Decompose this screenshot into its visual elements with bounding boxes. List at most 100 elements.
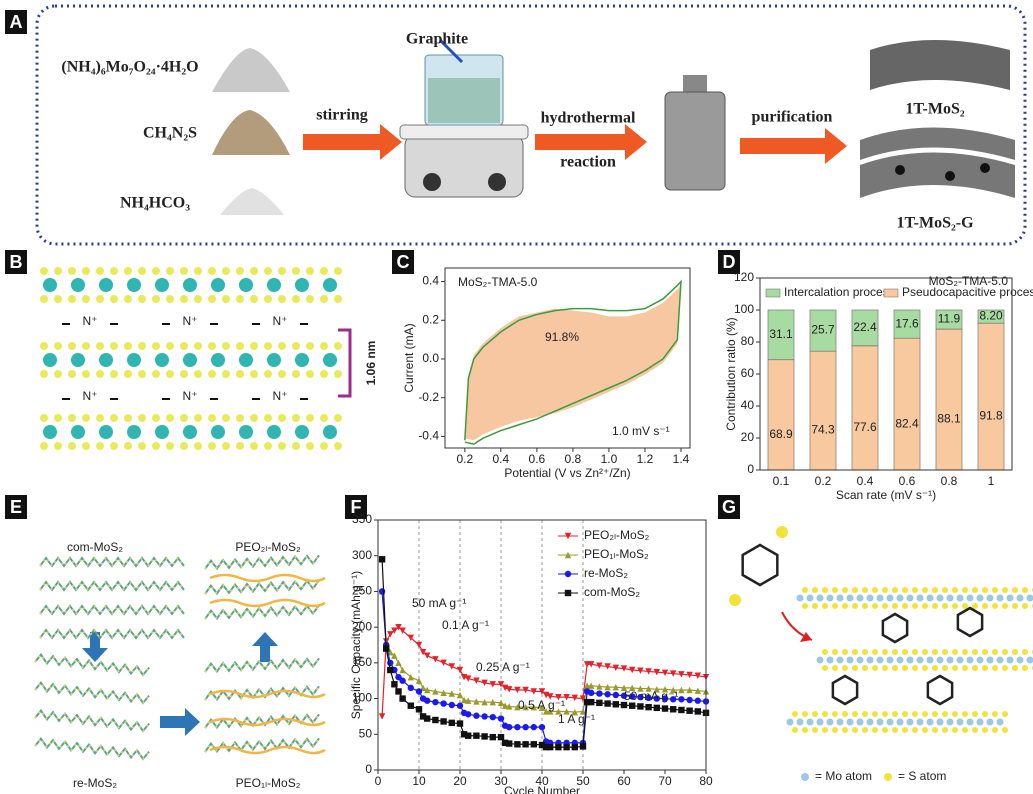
sulfur-atom bbox=[180, 370, 188, 378]
mo-atom bbox=[897, 595, 904, 602]
marker bbox=[580, 743, 586, 749]
sulfur-atom bbox=[334, 370, 342, 378]
sulfur-atom bbox=[236, 442, 244, 450]
legend-swatch bbox=[884, 289, 898, 297]
step-label: reaction bbox=[560, 154, 616, 171]
marker bbox=[424, 698, 430, 704]
knob bbox=[423, 173, 441, 191]
sulfur-atom bbox=[110, 295, 118, 303]
s-atom bbox=[842, 649, 848, 655]
sulfur-atom bbox=[40, 442, 48, 450]
s-atom bbox=[882, 711, 888, 717]
sulfur-atom bbox=[166, 414, 174, 422]
bar-segment bbox=[810, 351, 836, 470]
x-tick-label: 0.4 bbox=[857, 474, 874, 488]
atom-legend: = S atom bbox=[898, 769, 946, 783]
bar-segment bbox=[894, 338, 920, 470]
mo-atom bbox=[787, 719, 794, 726]
sample-label: com-MoS₂ bbox=[67, 540, 123, 554]
sulfur-atom bbox=[278, 370, 286, 378]
marker bbox=[629, 703, 635, 709]
s-atom bbox=[882, 727, 888, 733]
mo-atom bbox=[867, 595, 874, 602]
x-tick-label: 1.4 bbox=[673, 452, 690, 466]
s-atom bbox=[1002, 727, 1008, 733]
sulfur-atom bbox=[166, 342, 174, 350]
s-atom bbox=[892, 711, 898, 717]
sulfur-atom bbox=[54, 370, 62, 378]
sulfur-atom bbox=[40, 342, 48, 350]
mo-atom bbox=[937, 657, 944, 664]
graphite-dot bbox=[895, 165, 905, 175]
marker bbox=[379, 713, 385, 719]
s-atom bbox=[952, 727, 958, 733]
marker bbox=[498, 715, 504, 721]
mo-atom bbox=[977, 657, 984, 664]
sulfur-atom bbox=[152, 414, 160, 422]
sulfur-atom bbox=[40, 370, 48, 378]
y-tick-label: 100 bbox=[734, 302, 754, 316]
benzene-ring bbox=[928, 676, 952, 704]
marker bbox=[506, 740, 512, 746]
mo-atom bbox=[155, 278, 169, 292]
s-atom bbox=[1012, 649, 1018, 655]
mo-atom bbox=[155, 353, 169, 367]
mo-atom bbox=[887, 719, 894, 726]
x-tick-label: 0.8 bbox=[565, 452, 582, 466]
reagent: NH₄HCO₃ bbox=[120, 195, 190, 212]
solution bbox=[428, 78, 500, 123]
marker bbox=[613, 701, 619, 707]
panel-label: D bbox=[723, 252, 736, 272]
sulfur-atom bbox=[82, 342, 90, 350]
y-tick-label: 0.2 bbox=[422, 312, 439, 326]
marker bbox=[596, 690, 602, 696]
sulfur-atom bbox=[292, 295, 300, 303]
s-atom bbox=[932, 587, 938, 593]
s-atom bbox=[862, 649, 868, 655]
mo-atom bbox=[897, 657, 904, 664]
legend-label: com-MoS₂ bbox=[584, 585, 640, 599]
annotation: 1.0 mV s⁻¹ bbox=[612, 424, 670, 438]
sulfur-atom bbox=[334, 342, 342, 350]
mo-atom bbox=[239, 353, 253, 367]
s-atom bbox=[912, 665, 918, 671]
sulfur-atom bbox=[334, 442, 342, 450]
mo-atom bbox=[897, 719, 904, 726]
mo-atom bbox=[907, 657, 914, 664]
sulfur-atom bbox=[222, 414, 230, 422]
mos2-chain bbox=[35, 711, 149, 731]
s-atom bbox=[842, 665, 848, 671]
s-atom bbox=[832, 603, 838, 609]
sulfur-atom bbox=[194, 442, 202, 450]
mo-atom bbox=[43, 425, 57, 439]
mo-atom bbox=[957, 657, 964, 664]
s-atom bbox=[832, 727, 838, 733]
mo-atom bbox=[127, 278, 141, 292]
y-tick-label: 60 bbox=[741, 366, 755, 380]
marker bbox=[490, 714, 496, 720]
s-atom bbox=[812, 711, 818, 717]
s-atom bbox=[822, 649, 828, 655]
bar-segment bbox=[936, 329, 962, 470]
s-atom bbox=[902, 665, 908, 671]
sulfur-atom bbox=[138, 295, 146, 303]
marker bbox=[416, 642, 422, 648]
annotation: 0.25 A g⁻¹ bbox=[476, 660, 530, 674]
mo-atom bbox=[99, 425, 113, 439]
mo-atom bbox=[817, 719, 824, 726]
s-atom bbox=[1002, 587, 1008, 593]
benzene-ring bbox=[743, 545, 778, 585]
annotation: MoS₂-TMA-5.0 bbox=[929, 274, 1009, 288]
powder bbox=[212, 48, 290, 92]
legend-label: PEO₂ₗ-MoS₂ bbox=[584, 528, 650, 542]
marker bbox=[379, 588, 385, 594]
mo-atom bbox=[937, 595, 944, 602]
s-atom bbox=[862, 711, 868, 717]
data-label: 17.6 bbox=[895, 316, 919, 330]
mo-atom bbox=[907, 595, 914, 602]
marker bbox=[457, 720, 463, 726]
s-atom bbox=[962, 665, 968, 671]
mo-atom bbox=[877, 657, 884, 664]
data-label: 22.4 bbox=[853, 320, 877, 334]
x-tick-label: 0.4 bbox=[493, 452, 510, 466]
